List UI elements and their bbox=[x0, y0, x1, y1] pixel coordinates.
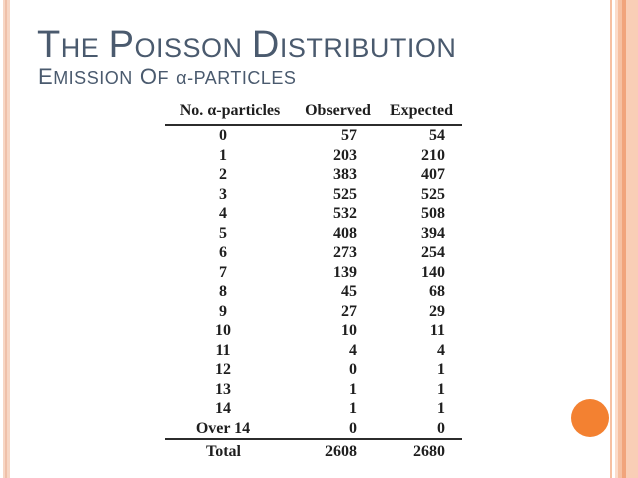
total-label: Total bbox=[165, 438, 295, 463]
cell-expected: 29 bbox=[429, 302, 445, 320]
cell-observed: 57 bbox=[341, 127, 357, 144]
cell-observed: 383 bbox=[333, 166, 357, 183]
cell-expected: 11 bbox=[429, 322, 445, 339]
left-edge-stripe bbox=[3, 0, 10, 478]
cell-particle-count: 9 bbox=[219, 302, 227, 320]
cell-particle-count: 14 bbox=[215, 400, 231, 417]
cell-particle-count: 10 bbox=[215, 322, 231, 339]
cell-particle-count: 0 bbox=[219, 127, 227, 144]
cell-particle-count: 7 bbox=[219, 263, 227, 281]
cell-observed: 0 bbox=[349, 419, 357, 437]
table-row: 2 383 407 bbox=[165, 165, 462, 185]
cell-particle-count: 1 bbox=[219, 146, 227, 164]
alpha-particle-table-container: No. α-particles Observed Expected 0 57 54 1… bbox=[165, 100, 462, 463]
table-row: 13 1 1 bbox=[165, 380, 462, 400]
cell-particle-count: 3 bbox=[219, 185, 227, 203]
cell-expected: 140 bbox=[421, 263, 445, 281]
table-row: 8 45 68 bbox=[165, 282, 462, 302]
cell-observed: 1 bbox=[349, 380, 357, 398]
cell-observed: 532 bbox=[333, 205, 357, 222]
table-row: 10 10 11 bbox=[165, 321, 462, 341]
table-row: 3 525 525 bbox=[165, 185, 462, 205]
cell-observed: 273 bbox=[333, 244, 357, 261]
table-row: 9 27 29 bbox=[165, 302, 462, 322]
table-row: 14 1 1 bbox=[165, 399, 462, 419]
cell-expected: 254 bbox=[421, 244, 445, 261]
cell-observed: 0 bbox=[349, 361, 357, 378]
table-row: 7 139 140 bbox=[165, 263, 462, 283]
cell-particle-count: 12 bbox=[215, 361, 231, 378]
cell-expected: 4 bbox=[437, 341, 445, 359]
table-row: 0 57 54 bbox=[165, 125, 462, 146]
header-particles-suffix: -particles bbox=[216, 102, 281, 119]
cell-expected: 1 bbox=[437, 380, 445, 398]
poisson-table: No. α-particles Observed Expected 0 57 54 1… bbox=[165, 100, 462, 463]
cell-observed: 27 bbox=[341, 302, 357, 320]
table-row: 6 273 254 bbox=[165, 243, 462, 263]
cell-observed: 4 bbox=[349, 341, 357, 359]
cell-particle-count: 5 bbox=[219, 224, 227, 242]
cell-observed: 45 bbox=[341, 283, 357, 300]
slide-subtitle: EMISSION OF α-PARTICLES bbox=[38, 64, 297, 89]
column-header-particles: No. α-particles bbox=[165, 100, 295, 126]
cell-expected: 0 bbox=[437, 419, 445, 437]
cell-expected: 68 bbox=[429, 283, 445, 300]
table-row: Over 14 0 0 bbox=[165, 419, 462, 440]
cell-observed: 10 bbox=[341, 322, 357, 339]
cell-observed: 408 bbox=[333, 224, 357, 242]
cell-expected: 1 bbox=[437, 400, 445, 417]
table-row: 12 0 1 bbox=[165, 360, 462, 380]
cell-particle-count: 6 bbox=[219, 244, 227, 261]
cell-particle-count: 13 bbox=[215, 380, 231, 398]
table-row: 5 408 394 bbox=[165, 224, 462, 244]
cell-particle-count: 4 bbox=[219, 205, 227, 222]
cell-observed: 525 bbox=[333, 185, 357, 203]
table-total-row: Total 2608 2680 bbox=[165, 438, 462, 463]
column-header-expected: Expected bbox=[381, 100, 462, 126]
table-header-row: No. α-particles Observed Expected bbox=[165, 100, 462, 126]
cell-particle-count: 8 bbox=[219, 283, 227, 300]
orange-circle-decoration bbox=[571, 399, 609, 437]
cell-observed: 1 bbox=[349, 400, 357, 417]
cell-expected: 407 bbox=[421, 166, 445, 183]
cell-expected: 525 bbox=[421, 185, 445, 203]
cell-particle-count: 11 bbox=[215, 341, 231, 359]
alpha-symbol: α bbox=[207, 102, 217, 119]
slide-title: THE POISSON DISTRIBUTION bbox=[37, 24, 457, 66]
cell-expected: 394 bbox=[421, 224, 445, 242]
cell-expected: 210 bbox=[421, 146, 445, 164]
cell-particle-count: 2 bbox=[219, 166, 227, 183]
table-row: 11 4 4 bbox=[165, 341, 462, 361]
column-header-observed: Observed bbox=[295, 100, 381, 126]
cell-expected: 508 bbox=[421, 205, 445, 222]
cell-expected: 1 bbox=[437, 361, 445, 378]
cell-observed: 203 bbox=[333, 146, 357, 164]
cell-particle-count: Over 14 bbox=[195, 419, 251, 437]
total-observed: 2608 bbox=[295, 438, 381, 463]
total-expected: 2680 bbox=[381, 438, 462, 463]
cell-observed: 139 bbox=[333, 263, 357, 281]
right-edge-stripe bbox=[608, 0, 638, 478]
table-row: 4 532 508 bbox=[165, 204, 462, 224]
table-body: 0 57 54 1 203 210 2 383 407 3 525 525 4 532 508 5 408 394… bbox=[165, 125, 462, 439]
table-row: 1 203 210 bbox=[165, 146, 462, 166]
header-particles-prefix: No. bbox=[179, 102, 208, 119]
cell-expected: 54 bbox=[429, 127, 445, 144]
